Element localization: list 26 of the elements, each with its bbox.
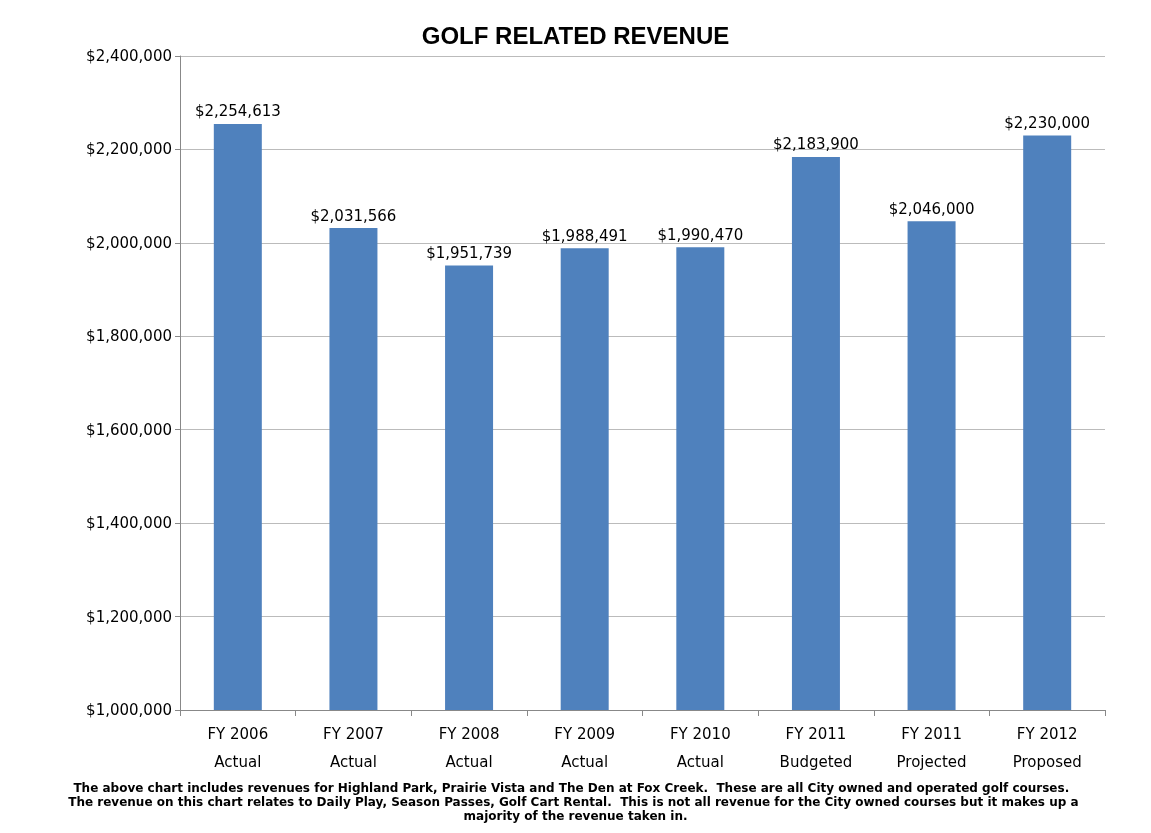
x-tick-label: FY 2006 Actual <box>207 725 269 771</box>
y-tick-label: $1,200,000 <box>86 607 172 626</box>
data-label: $2,230,000 <box>1004 113 1091 132</box>
data-label: $2,183,900 <box>772 135 859 154</box>
y-tick-label: $1,400,000 <box>86 514 172 533</box>
chart-title: GOLF RELATED REVENUE <box>421 21 730 49</box>
y-tick-label: $1,000,000 <box>86 701 172 719</box>
y-tick-label: $1,800,000 <box>86 327 172 346</box>
data-label: $1,988,491 <box>541 226 628 245</box>
x-tick-label: FY 2011 Projected <box>896 725 967 771</box>
x-tick-label: FY 2012 Proposed <box>1012 725 1082 771</box>
x-tick-label: FY 2009 Actual <box>554 725 616 771</box>
x-tick-label: FY 2011 Budgeted <box>779 725 853 771</box>
y-tick-label: $1,600,000 <box>86 420 172 439</box>
x-tick-label: FY 2010 Actual <box>669 725 731 771</box>
y-tick-label: $2,400,000 <box>86 47 172 65</box>
text: The above chart includes revenues for Highland Park, Prairie Vista and The Den at Fox Creek. These are all City owned and operated golf courses. The revenue on this chart relates to Daily Play, Season Passes, Golf Cart Rental. This is not all revenue for the City owned courses but it makes up a majority of the revenue taken in. <box>68 781 1083 823</box>
data-label: $1,951,739 <box>426 243 513 262</box>
data-label: $2,046,000 <box>888 199 975 218</box>
y-tick-label: $2,000,000 <box>86 233 172 252</box>
x-tick-label: FY 2008 Actual <box>438 725 500 771</box>
data-label: $2,031,566 <box>310 206 397 225</box>
data-label: $2,254,613 <box>194 102 281 121</box>
data-label: $1,990,470 <box>657 225 744 244</box>
y-tick-label: $2,200,000 <box>86 140 172 159</box>
x-tick-label: FY 2007 Actual <box>323 725 384 771</box>
